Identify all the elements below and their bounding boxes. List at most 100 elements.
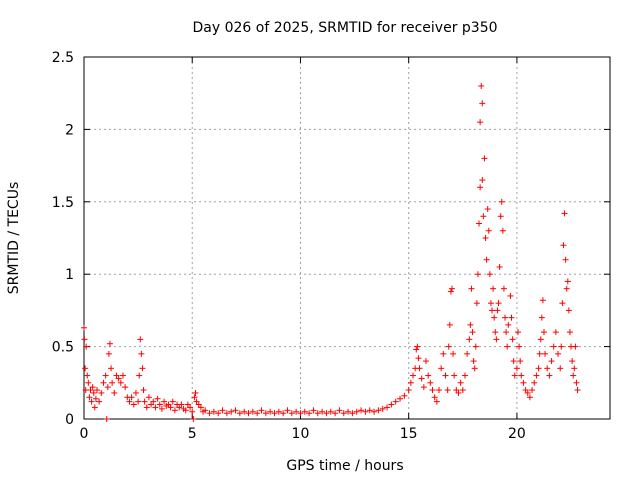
data-point	[126, 398, 133, 405]
data-point	[558, 343, 565, 350]
data-point	[202, 407, 209, 414]
data-point	[206, 410, 213, 417]
x-tick-label: 10	[292, 426, 310, 442]
x-tick-label: 5	[188, 426, 197, 442]
data-point	[447, 288, 454, 295]
data-point	[473, 300, 480, 307]
data-point	[508, 314, 515, 321]
data-point	[271, 410, 278, 417]
data-point	[500, 285, 507, 292]
data-point	[136, 372, 143, 379]
data-point	[187, 404, 194, 411]
data-point	[314, 410, 321, 417]
data-point	[219, 407, 226, 414]
data-point	[445, 343, 452, 350]
data-point	[349, 410, 356, 417]
data-point	[485, 227, 492, 234]
data-point	[474, 271, 481, 278]
data-point	[297, 410, 304, 417]
data-point	[280, 410, 287, 417]
data-point	[451, 372, 458, 379]
data-point	[483, 256, 490, 263]
data-point	[262, 410, 269, 417]
data-point	[457, 379, 464, 386]
data-point	[407, 379, 414, 386]
data-point	[267, 408, 274, 415]
data-point	[505, 321, 512, 328]
grid	[84, 57, 610, 419]
data-point	[137, 336, 144, 343]
x-tick-label: 15	[400, 426, 418, 442]
data-point	[450, 350, 457, 357]
data-point	[498, 198, 505, 205]
data-point	[388, 401, 395, 408]
data-point	[353, 408, 360, 415]
data-point	[182, 407, 189, 414]
data-point	[375, 407, 382, 414]
data-point	[471, 365, 478, 372]
data-point	[413, 346, 420, 353]
data-point	[169, 398, 176, 405]
data-point	[427, 379, 434, 386]
data-point	[340, 410, 347, 417]
data-point	[138, 350, 145, 357]
data-point	[109, 379, 116, 386]
data-point	[241, 408, 248, 415]
data-point	[480, 213, 487, 220]
data-point	[446, 321, 453, 328]
y-tick-label: 1.5	[52, 195, 74, 211]
data-point	[510, 358, 517, 365]
data-point	[103, 416, 110, 422]
data-point	[108, 365, 115, 372]
data-point	[546, 372, 553, 379]
data-point	[232, 407, 239, 414]
data-point	[537, 336, 544, 343]
data-point	[464, 350, 471, 357]
data-point	[540, 329, 547, 336]
data-point	[135, 398, 142, 405]
data-point	[358, 407, 365, 414]
data-point	[130, 401, 137, 408]
data-point	[258, 407, 265, 414]
data-point	[223, 410, 230, 417]
data-point	[482, 235, 489, 241]
data-point	[210, 408, 217, 415]
data-point	[461, 372, 468, 379]
data-point	[104, 384, 111, 391]
data-point	[507, 292, 514, 299]
y-tick-label: 2.5	[52, 50, 74, 66]
data-point	[535, 365, 542, 372]
data-point	[495, 300, 502, 307]
data-point	[197, 404, 204, 411]
data-point	[141, 398, 148, 405]
data-point	[362, 408, 369, 415]
data-point	[405, 387, 412, 394]
data-point	[111, 389, 118, 396]
data-point	[477, 184, 484, 191]
data-point	[90, 389, 97, 396]
x-tick-label: 0	[80, 426, 89, 442]
data-point	[489, 307, 496, 314]
data-point	[327, 408, 334, 415]
data-point	[371, 408, 378, 415]
data-point	[423, 358, 430, 365]
data-point	[275, 408, 282, 415]
data-point	[479, 100, 486, 107]
data-point	[557, 365, 564, 372]
data-point	[139, 365, 146, 372]
data-point	[550, 343, 557, 350]
data-point	[345, 408, 352, 415]
data-point	[513, 365, 520, 372]
data-point	[140, 387, 147, 394]
data-point	[544, 365, 551, 372]
data-point	[92, 395, 99, 402]
data-point	[429, 387, 436, 394]
data-point	[484, 206, 491, 213]
data-point	[132, 389, 139, 396]
data-point	[503, 329, 510, 336]
data-point	[319, 408, 326, 415]
data-point	[492, 329, 499, 336]
data-point	[82, 365, 89, 372]
data-point	[410, 372, 417, 379]
data-point	[415, 355, 422, 362]
